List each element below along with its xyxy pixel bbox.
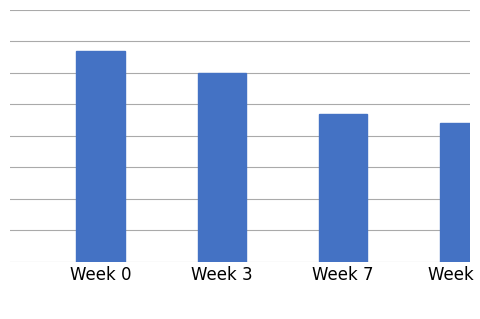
Bar <box>440 123 480 262</box>
Bar <box>76 50 125 262</box>
Bar <box>319 114 367 262</box>
Bar <box>198 73 246 262</box>
